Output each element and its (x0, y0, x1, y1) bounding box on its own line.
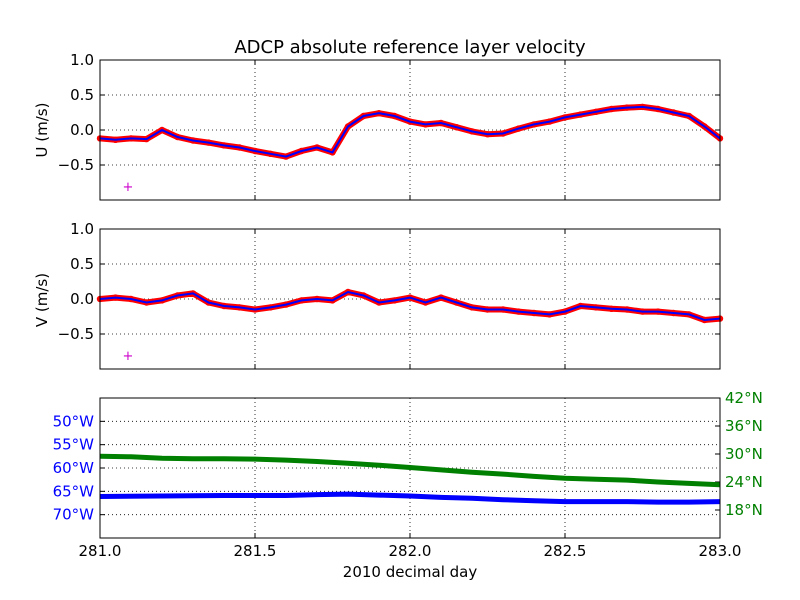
latitude-series-line (99, 453, 721, 488)
x-axis-label: 2010 decimal day (343, 563, 478, 581)
longitude-tick-label: 65°W (53, 482, 95, 500)
y-tick-label: 0.5 (70, 86, 94, 104)
y-tick-label: 0.0 (70, 121, 94, 139)
y-tick-label: −0.5 (58, 156, 94, 174)
latitude-tick-label: 24°N (725, 473, 763, 491)
latitude-tick-label: 42°N (725, 389, 763, 407)
y-tick-label: −0.5 (58, 325, 94, 343)
plot-frame (99, 397, 721, 539)
series-line (99, 105, 721, 158)
y-tick-label: 0.5 (70, 255, 94, 273)
y-tick-label: 0.0 (70, 290, 94, 308)
u-axis-label: U (m/s) (33, 103, 51, 158)
plus-marker: + (122, 349, 133, 364)
v-axis-label: V (m/s) (33, 273, 51, 327)
longitude-tick-label: 55°W (53, 436, 95, 454)
longitude-series-line (99, 491, 721, 505)
x-tick-label: 281.5 (234, 542, 277, 560)
y-tick-label: 1.0 (70, 51, 94, 69)
plot-frame (99, 59, 721, 201)
x-tick-label: 282.0 (389, 542, 432, 560)
x-tick-label: 281.0 (79, 542, 122, 560)
longitude-tick-label: 70°W (53, 506, 95, 524)
chart-title: ADCP absolute reference layer velocity (234, 37, 586, 58)
x-tick-label: 282.5 (544, 542, 587, 560)
longitude-tick-label: 50°W (53, 412, 95, 430)
plot-frame (99, 228, 721, 370)
x-tick-label: 283.0 (699, 542, 742, 560)
position-panel: 50°W 55°W 60°W 65°W 70°W 42°N 36°N 30°N 24°N 18°N… (53, 389, 763, 560)
v-velocity-panel: 1.0 0.5 0.0 −0.5 + (58, 220, 724, 370)
series-line (99, 290, 721, 322)
longitude-tick-label: 60°W (53, 459, 95, 477)
u-velocity-panel: 1.0 0.5 0.0 −0.5 + (58, 51, 724, 201)
latitude-tick-label: 18°N (725, 501, 763, 519)
plus-marker: + (122, 180, 133, 195)
latitude-tick-label: 36°N (725, 417, 763, 435)
y-tick-label: 1.0 (70, 220, 94, 238)
latitude-tick-label: 30°N (725, 445, 763, 463)
